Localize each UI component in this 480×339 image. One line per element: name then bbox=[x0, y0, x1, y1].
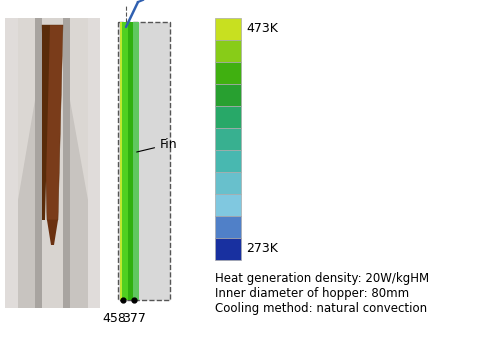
Polygon shape bbox=[88, 18, 100, 308]
Bar bbox=[215, 172, 241, 194]
Bar bbox=[215, 150, 241, 172]
Bar bbox=[215, 194, 241, 216]
Text: Inner diameter of hopper: 80mm: Inner diameter of hopper: 80mm bbox=[215, 287, 409, 300]
Polygon shape bbox=[42, 25, 50, 220]
Bar bbox=[215, 84, 241, 106]
Bar bbox=[215, 40, 241, 62]
Text: Fin: Fin bbox=[137, 138, 178, 152]
Text: 273K: 273K bbox=[246, 242, 278, 256]
Bar bbox=[122, 22, 128, 300]
Bar bbox=[215, 18, 241, 40]
Text: 473K: 473K bbox=[246, 22, 278, 36]
Text: Cooling method: natural convection: Cooling method: natural convection bbox=[215, 302, 427, 315]
Bar bbox=[215, 238, 241, 260]
Bar bbox=[120, 22, 122, 300]
Polygon shape bbox=[35, 18, 70, 308]
Bar bbox=[133, 22, 139, 300]
Bar bbox=[118, 22, 170, 300]
Bar bbox=[215, 128, 241, 150]
Polygon shape bbox=[18, 18, 35, 200]
Text: 377: 377 bbox=[122, 312, 146, 325]
Polygon shape bbox=[47, 220, 58, 245]
Bar bbox=[215, 106, 241, 128]
Bar bbox=[128, 22, 133, 300]
Bar bbox=[215, 62, 241, 84]
Text: 458: 458 bbox=[102, 312, 126, 325]
Polygon shape bbox=[5, 18, 18, 308]
Polygon shape bbox=[63, 18, 70, 308]
Text: Heat generation density: 20W/kgHM: Heat generation density: 20W/kgHM bbox=[215, 272, 429, 285]
Polygon shape bbox=[70, 18, 88, 308]
Polygon shape bbox=[70, 18, 88, 200]
Polygon shape bbox=[42, 25, 63, 220]
Polygon shape bbox=[18, 18, 35, 308]
Polygon shape bbox=[35, 18, 42, 308]
Bar bbox=[215, 216, 241, 238]
